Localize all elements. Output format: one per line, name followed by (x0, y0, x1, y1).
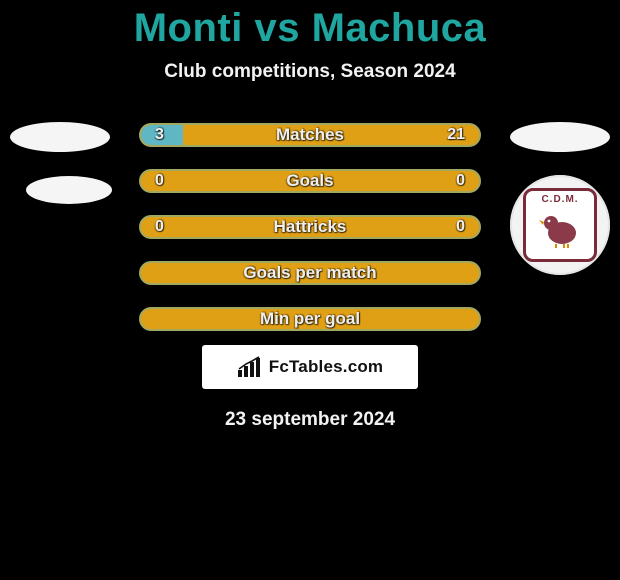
stat-value-left: 3 (155, 126, 164, 144)
brand-logo-text: FcTables.com (269, 357, 384, 377)
stat-value-left: 0 (155, 172, 164, 190)
stat-bar: Min per goal (139, 307, 481, 331)
stat-bar: Goals per match (139, 261, 481, 285)
date-text: 23 september 2024 (0, 409, 620, 431)
stat-bar: 0 0Goals (139, 169, 481, 193)
stat-bar-right-fill (183, 125, 479, 145)
stat-value-left: 0 (155, 218, 164, 236)
stats-container: 321Matches00Goals00HattricksGoals per ma… (0, 123, 620, 331)
stat-label: Goals (141, 171, 479, 191)
stat-bar: 321Matches (139, 123, 481, 147)
subtitle: Club competitions, Season 2024 (0, 61, 620, 83)
stat-label: Hattricks (141, 217, 479, 237)
brand-logo: FcTables.com (202, 345, 418, 389)
comparison-card: Monti vs Machuca Club competitions, Seas… (0, 0, 620, 580)
stat-value-right: 0 (456, 218, 465, 236)
stat-value-right: 0 (456, 172, 465, 190)
stat-value-right: 21 (447, 126, 465, 144)
brand-logo-icon (237, 356, 263, 378)
stat-bar: 0 0Hattricks (139, 215, 481, 239)
stat-label: Goals per match (141, 263, 479, 283)
stat-label: Min per goal (141, 309, 479, 329)
page-title: Monti vs Machuca (0, 0, 620, 51)
